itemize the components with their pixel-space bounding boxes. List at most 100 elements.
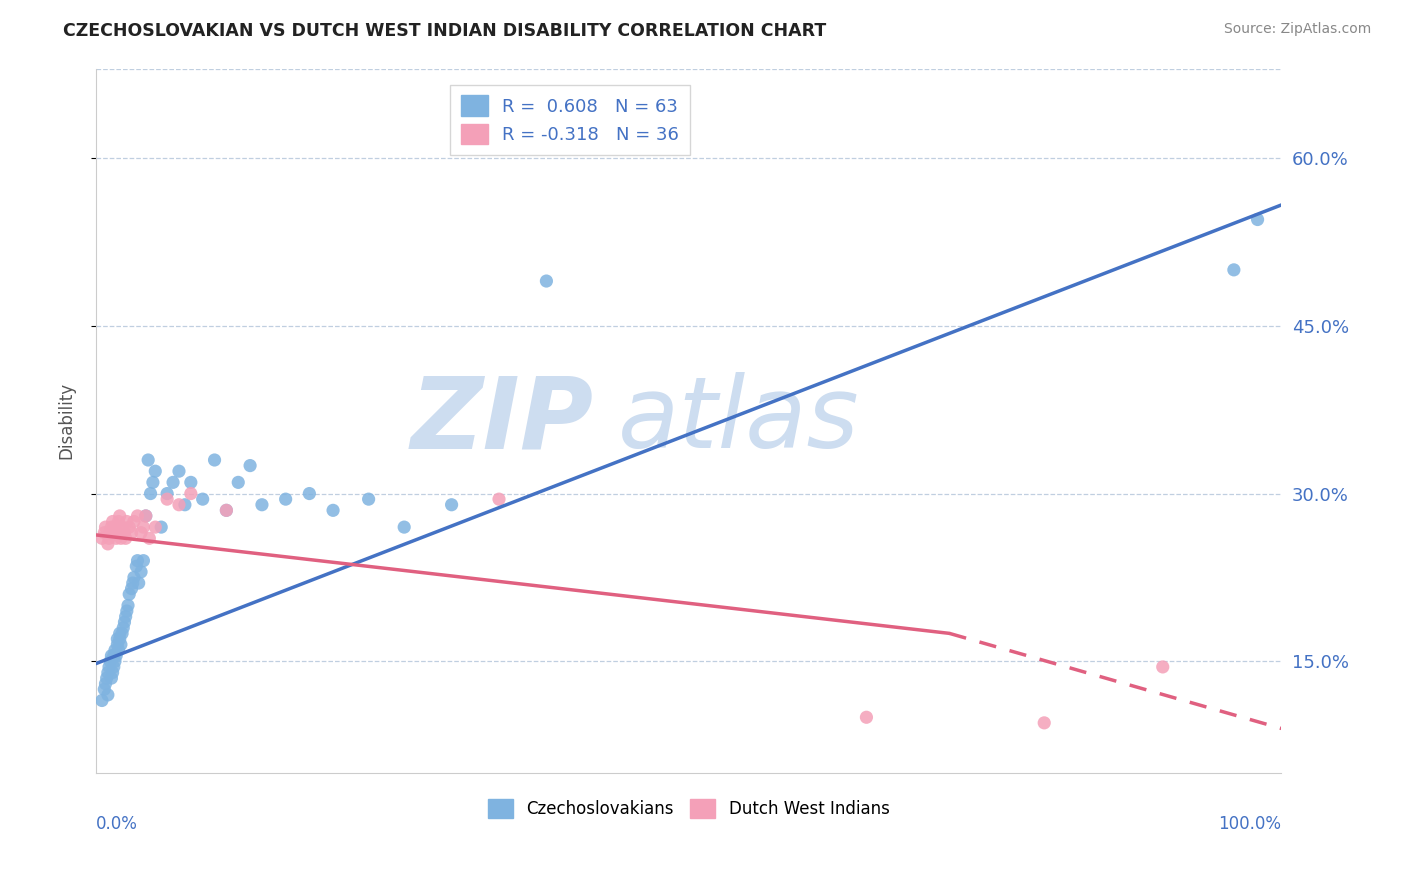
Point <box>132 554 155 568</box>
Point <box>204 453 226 467</box>
Point <box>103 660 125 674</box>
Point <box>1223 263 1246 277</box>
Point <box>100 520 122 534</box>
Point <box>440 498 463 512</box>
Point <box>135 508 157 523</box>
Point <box>91 693 114 707</box>
Point <box>167 498 190 512</box>
Point <box>536 274 558 288</box>
Point <box>110 638 132 652</box>
Point <box>1152 660 1174 674</box>
Point <box>135 508 157 523</box>
Point <box>115 604 138 618</box>
Point <box>127 554 149 568</box>
Point <box>250 498 273 512</box>
Point <box>162 475 184 490</box>
Point <box>143 520 166 534</box>
Point <box>125 559 148 574</box>
Point <box>107 643 129 657</box>
Point <box>114 609 136 624</box>
Point <box>121 525 143 540</box>
Point <box>103 525 125 540</box>
Point <box>191 492 214 507</box>
Point <box>118 587 141 601</box>
Point <box>97 688 120 702</box>
Point <box>180 486 202 500</box>
Point <box>129 525 152 540</box>
Point <box>104 520 127 534</box>
Point <box>94 676 117 690</box>
Point <box>156 486 179 500</box>
Point <box>112 621 135 635</box>
Point <box>105 648 128 663</box>
Point <box>143 464 166 478</box>
Point <box>98 660 121 674</box>
Text: 0.0%: 0.0% <box>96 815 138 833</box>
Point <box>357 492 380 507</box>
Point <box>93 682 115 697</box>
Point <box>488 492 510 507</box>
Point <box>111 626 134 640</box>
Text: Source: ZipAtlas.com: Source: ZipAtlas.com <box>1223 22 1371 37</box>
Text: atlas: atlas <box>617 372 859 469</box>
Point <box>100 671 122 685</box>
Point <box>132 520 155 534</box>
Point <box>103 648 125 663</box>
Point <box>98 654 121 668</box>
Point <box>97 537 120 551</box>
Point <box>156 492 179 507</box>
Point <box>121 582 143 596</box>
Point <box>110 531 132 545</box>
Point <box>111 520 134 534</box>
Point <box>118 520 141 534</box>
Point <box>105 531 128 545</box>
Point <box>139 486 162 500</box>
Point <box>105 525 128 540</box>
Point <box>239 458 262 473</box>
Point <box>167 464 190 478</box>
Point <box>128 576 150 591</box>
Point <box>93 525 115 540</box>
Point <box>322 503 344 517</box>
Y-axis label: Disability: Disability <box>58 383 75 459</box>
Point <box>142 475 165 490</box>
Point <box>114 615 136 630</box>
Point <box>104 654 127 668</box>
Point <box>96 671 118 685</box>
Point <box>114 531 136 545</box>
Point <box>121 576 143 591</box>
Point <box>215 503 238 517</box>
Point <box>392 520 415 534</box>
Point <box>105 638 128 652</box>
Point <box>150 520 173 534</box>
Point <box>97 665 120 680</box>
Point <box>115 515 138 529</box>
Point <box>108 632 131 646</box>
Point <box>122 515 145 529</box>
Point <box>855 710 877 724</box>
Point <box>215 503 238 517</box>
Point <box>98 525 121 540</box>
Point <box>117 599 139 613</box>
Point <box>1033 715 1056 730</box>
Point <box>174 498 197 512</box>
Text: ZIP: ZIP <box>411 372 593 469</box>
Point <box>100 648 122 663</box>
Point <box>129 565 152 579</box>
Point <box>98 531 121 545</box>
Point <box>107 515 129 529</box>
Legend: Czechoslovakians, Dutch West Indians: Czechoslovakians, Dutch West Indians <box>481 792 896 825</box>
Point <box>101 665 124 680</box>
Point <box>274 492 297 507</box>
Point <box>1246 212 1268 227</box>
Point <box>180 475 202 490</box>
Point <box>105 632 128 646</box>
Point <box>104 643 127 657</box>
Point <box>114 525 136 540</box>
Point <box>91 531 114 545</box>
Point <box>136 453 159 467</box>
Point <box>298 486 321 500</box>
Point <box>101 515 124 529</box>
Point <box>122 570 145 584</box>
Point <box>138 531 160 545</box>
